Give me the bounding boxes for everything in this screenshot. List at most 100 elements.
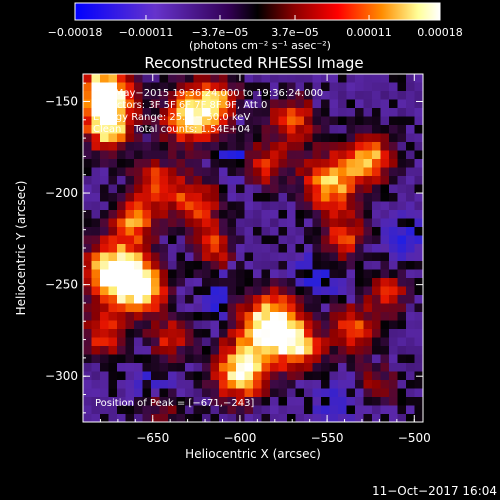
heatmap-cell — [219, 167, 228, 177]
heatmap-cell — [261, 201, 271, 211]
heatmap-cell — [168, 405, 177, 415]
heatmap-cell — [83, 227, 92, 236]
heatmap-cell — [125, 167, 135, 177]
heatmap-cell — [380, 303, 390, 313]
heatmap-cell — [329, 354, 339, 364]
heatmap-cell — [193, 235, 203, 245]
heatmap-cell — [389, 354, 398, 364]
heatmap-cell — [91, 363, 101, 372]
heatmap-cell — [176, 295, 186, 304]
heatmap-cell — [278, 193, 288, 202]
heatmap-cell — [355, 210, 364, 219]
heatmap-cell — [168, 227, 177, 236]
heatmap-cell — [117, 278, 126, 287]
heatmap-cell — [125, 269, 135, 279]
heatmap-cell — [193, 303, 203, 313]
heatmap-cell — [202, 159, 211, 168]
heatmap-cell — [304, 142, 313, 151]
heatmap-cell — [355, 278, 364, 287]
heatmap-cell — [372, 133, 381, 143]
heatmap-cell — [329, 261, 339, 270]
heatmap-cell — [142, 116, 152, 126]
heatmap-cell — [278, 261, 288, 270]
heatmap-cell — [210, 184, 220, 194]
heatmap-cell — [414, 414, 423, 422]
heatmap-cell — [363, 414, 373, 422]
heatmap-cell — [338, 133, 347, 143]
heatmap-cell — [134, 235, 143, 245]
heatmap-cell — [287, 337, 296, 347]
heatmap-cell — [91, 99, 101, 109]
heatmap-cell — [363, 201, 373, 211]
heatmap-cell — [185, 201, 194, 211]
heatmap-cell — [406, 371, 415, 381]
heatmap-cell — [312, 99, 322, 109]
heatmap-cell — [142, 278, 152, 287]
heatmap-cell — [168, 235, 177, 245]
x-tick-label: −500 — [398, 431, 431, 445]
heatmap-cell — [312, 354, 322, 364]
heatmap-cell — [210, 329, 220, 338]
heatmap-cell — [304, 286, 313, 296]
heatmap-cell — [414, 329, 423, 338]
heatmap-cell — [278, 167, 288, 177]
heatmap-cell — [397, 286, 407, 296]
heatmap-cell — [125, 244, 135, 253]
heatmap-cell — [185, 227, 194, 236]
heatmap-cell — [244, 116, 254, 126]
heatmap-cell — [202, 286, 211, 296]
heatmap-cell — [91, 227, 101, 236]
heatmap-cell — [159, 405, 169, 415]
heatmap-cell — [100, 371, 109, 381]
heatmap-cell — [83, 405, 92, 415]
heatmap-cell — [227, 176, 237, 185]
heatmap-cell — [83, 295, 92, 304]
heatmap-cell — [295, 269, 305, 279]
heatmap-cell — [372, 354, 381, 364]
heatmap-cell — [219, 303, 228, 313]
heatmap-cell — [193, 150, 203, 160]
heatmap-cell — [210, 320, 220, 330]
heatmap-cell — [304, 388, 313, 398]
heatmap-cell — [338, 150, 347, 160]
heatmap-cell — [380, 201, 390, 211]
heatmap-cell — [329, 414, 339, 422]
heatmap-cell — [83, 142, 92, 151]
heatmap-cell — [304, 235, 313, 245]
heatmap-cell — [117, 405, 126, 415]
heatmap-cell — [346, 337, 356, 347]
heatmap-cell — [117, 235, 126, 245]
heatmap-cell — [253, 133, 262, 143]
x-tick-label: −550 — [311, 431, 344, 445]
heatmap-cell — [329, 99, 339, 109]
heatmap-cell — [159, 252, 169, 262]
heatmap-cell — [125, 193, 135, 202]
heatmap-cell — [389, 269, 398, 279]
heatmap-cell — [100, 210, 109, 219]
heatmap-cell — [117, 414, 126, 422]
heatmap-cell — [125, 116, 135, 126]
heatmap-cell — [125, 133, 135, 143]
heatmap-cell — [406, 295, 415, 304]
heatmap-cell — [219, 159, 228, 168]
heatmap-cell — [270, 125, 279, 134]
heatmap-cell — [142, 91, 152, 100]
heatmap-cell — [108, 388, 118, 398]
heatmap-cell — [100, 193, 109, 202]
heatmap-cell — [219, 414, 228, 422]
heatmap-cell — [159, 167, 169, 177]
heatmap-cell — [270, 278, 279, 287]
heatmap-cell — [176, 414, 186, 422]
heatmap-cell — [193, 99, 203, 109]
heatmap-cell — [355, 244, 364, 253]
heatmap-cell — [117, 244, 126, 253]
annotation-energy-range: Energy Range: 25.0 − 50.0 keV — [93, 112, 250, 123]
heatmap-cell — [185, 150, 194, 160]
heatmap-cell — [312, 193, 322, 202]
heatmap-cell — [176, 133, 186, 143]
heatmap-cell — [304, 363, 313, 372]
heatmap-cell — [414, 210, 423, 219]
heatmap-cell — [125, 201, 135, 211]
heatmap-cell — [278, 295, 288, 304]
heatmap-cell — [134, 150, 143, 160]
